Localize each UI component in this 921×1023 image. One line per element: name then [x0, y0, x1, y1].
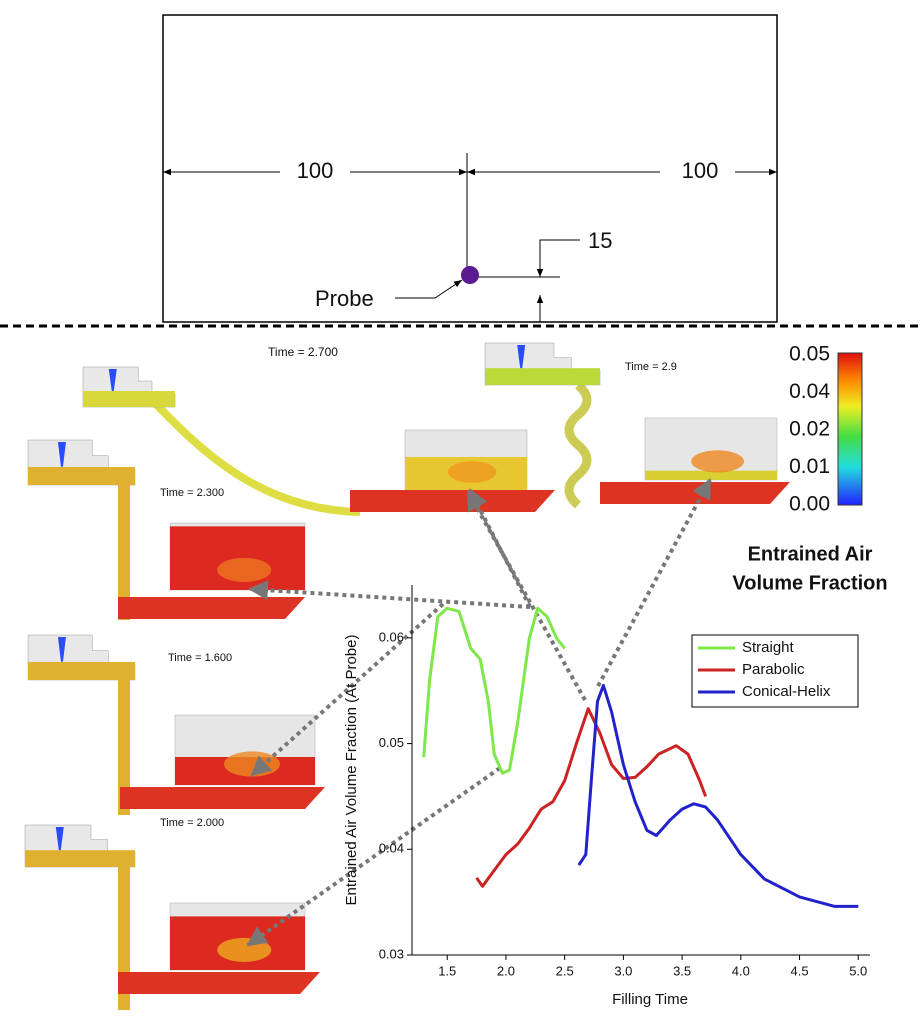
colorbar-title: Entrained Air	[748, 543, 873, 565]
legend: Straight Parabolic Conical-Helix	[691, 634, 859, 708]
helical-runner	[564, 381, 592, 509]
connector	[250, 602, 445, 777]
time-label: Time = 2.700	[268, 345, 338, 359]
curved-runner	[147, 395, 361, 516]
colorbar-label: 0.00	[789, 493, 830, 516]
melt	[28, 662, 135, 680]
x-tick-label: 2.0	[497, 963, 515, 978]
melt	[28, 467, 135, 485]
y-tick-label: 0.03	[379, 946, 404, 961]
vortex	[217, 557, 272, 582]
x-tick-label: 2.5	[556, 963, 574, 978]
vortex	[447, 461, 497, 483]
melt	[485, 368, 600, 385]
x-tick-label: 4.5	[790, 963, 808, 978]
line-chart: Filling Time Entrained Air Volume Fracti…	[343, 585, 870, 1008]
series-line	[422, 606, 566, 775]
leader	[395, 279, 463, 299]
sprue	[118, 680, 130, 815]
dimension-label: 100	[297, 158, 334, 183]
time-label: Time = 1.600	[168, 652, 232, 664]
panel-labels: Time = 2.700 Time = 2.9 Time = 2.300 Tim…	[160, 345, 677, 829]
jet	[108, 369, 117, 391]
legend-label: Straight	[742, 639, 795, 656]
y-axis-label: Entrained Air Volume Fraction (At Probe)	[343, 635, 360, 906]
connector	[596, 478, 712, 687]
melt	[25, 850, 135, 867]
simulation-panels	[24, 342, 790, 1010]
colorbar-label: 0.04	[789, 380, 830, 403]
colorbar-title: Volume Fraction	[732, 572, 887, 594]
x-tick-label: 5.0	[849, 963, 867, 978]
vortex	[217, 937, 272, 962]
melt	[83, 391, 175, 407]
connector	[468, 488, 532, 608]
x-tick-label: 4.0	[732, 963, 750, 978]
probe-point	[461, 266, 479, 284]
connector-arrows	[246, 478, 712, 947]
jet	[517, 345, 526, 369]
jet	[57, 637, 66, 662]
runner-base	[600, 482, 790, 504]
runner-base	[118, 972, 320, 994]
time-label: Time = 2.000	[160, 817, 224, 829]
legend-label: Parabolic	[742, 661, 805, 678]
y-tick-label: 0.05	[379, 735, 404, 750]
domain-box	[162, 14, 778, 323]
dimension-label: 100	[682, 158, 719, 183]
colorbar-label: 0.05	[789, 343, 830, 366]
y-tick-label: 0.06	[379, 629, 404, 644]
connector	[248, 580, 531, 609]
vortex	[224, 751, 280, 777]
sprue	[118, 485, 130, 620]
colorbar-gradient	[837, 352, 863, 506]
time-label: Time = 2.9	[625, 361, 677, 373]
runner-base	[118, 597, 305, 619]
colorbar: Entrained Air Volume Fraction 0.05 0.04 0.…	[732, 343, 887, 595]
vortex	[691, 450, 744, 473]
x-tick-label: 3.0	[614, 963, 632, 978]
time-label: Time = 2.300	[160, 487, 224, 499]
leader	[539, 239, 580, 245]
dimension-label: 15	[588, 228, 612, 253]
runner-base	[350, 490, 555, 512]
runner-base	[120, 787, 325, 809]
x-tick-label: 1.5	[438, 963, 456, 978]
x-tick-label: 3.5	[673, 963, 691, 978]
y-tick-label: 0.04	[379, 841, 404, 856]
series-line	[475, 707, 708, 888]
jet	[57, 442, 66, 467]
jet	[55, 827, 64, 851]
series-line	[577, 683, 859, 908]
probe-diagram: 100 100 15 Probe	[162, 14, 778, 323]
x-axis-label: Filling Time	[612, 991, 688, 1008]
probe-label: Probe	[315, 286, 374, 311]
legend-label: Conical-Helix	[742, 683, 831, 700]
colorbar-label: 0.02	[789, 418, 830, 441]
connector	[246, 766, 502, 947]
colorbar-label: 0.01	[789, 455, 830, 478]
mold-melt	[645, 470, 777, 480]
